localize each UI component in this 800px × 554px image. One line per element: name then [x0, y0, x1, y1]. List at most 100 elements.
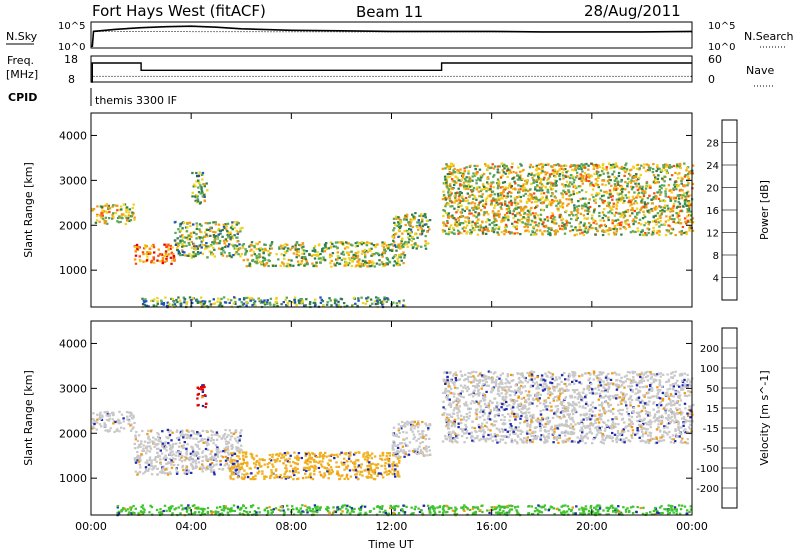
echo-cell — [372, 477, 376, 481]
freq-tick-18: 18 — [64, 53, 78, 66]
echo-cell — [638, 176, 641, 179]
echo-cell — [554, 233, 557, 236]
echo-cell — [387, 463, 390, 466]
echo-cell — [658, 189, 661, 192]
echo-cell — [218, 242, 221, 245]
echo-cell — [262, 250, 265, 253]
echo-cell — [657, 197, 661, 200]
echo-cell — [136, 450, 139, 454]
echo-cell — [448, 231, 452, 234]
echo-cell — [187, 435, 190, 438]
echo-cell — [625, 222, 628, 225]
echo-cell — [497, 213, 500, 216]
echo-cell — [607, 409, 611, 412]
echo-cell — [569, 418, 572, 421]
echo-cell — [422, 229, 425, 232]
echo-cell — [451, 205, 454, 208]
echo-cell — [250, 241, 254, 244]
echo-cell — [417, 423, 421, 426]
echo-cell — [220, 247, 223, 251]
echo-cell — [499, 186, 502, 189]
echo-cell — [442, 195, 446, 198]
echo-cell — [476, 220, 479, 223]
echo-cell — [627, 223, 630, 226]
echo-cell — [397, 229, 401, 232]
echo-cell — [504, 200, 507, 203]
echo-cell — [372, 244, 375, 247]
echo-cell — [147, 429, 150, 432]
echo-cell — [520, 164, 523, 167]
echo-cell — [423, 223, 427, 226]
echo-cell — [561, 218, 565, 221]
echo-cell — [209, 305, 212, 308]
echo-cell — [584, 209, 587, 212]
echo-cell — [222, 249, 225, 252]
echo-cell — [182, 436, 185, 439]
echo-cell — [177, 244, 181, 247]
echo-cell — [477, 228, 481, 231]
echo-cell — [116, 220, 119, 223]
echo-cell — [508, 230, 511, 234]
echo-cell — [229, 456, 233, 460]
echo-cell — [626, 185, 629, 188]
echo-cell — [139, 445, 142, 448]
echo-cell — [209, 468, 213, 471]
echo-cell — [392, 233, 396, 237]
echo-cell — [473, 205, 477, 208]
echo-cell — [103, 222, 106, 225]
echo-cell — [176, 301, 179, 304]
echo-cell — [373, 253, 376, 256]
echo-cell — [659, 220, 662, 223]
echo-cell — [580, 163, 583, 166]
echo-cell — [364, 256, 367, 259]
echo-cell — [187, 254, 191, 257]
echo-cell — [185, 449, 189, 453]
echo-cell — [671, 209, 675, 212]
echo-cell — [493, 224, 496, 227]
echo-cell — [351, 256, 355, 259]
echo-cell — [168, 444, 171, 447]
echo-cell — [630, 385, 634, 388]
echo-cell — [588, 198, 591, 201]
echo-cell — [294, 469, 298, 472]
echo-cell — [284, 464, 288, 467]
echo-cell — [112, 420, 116, 423]
echo-cell — [136, 439, 140, 443]
echo-cell — [622, 216, 625, 219]
echo-cell — [313, 469, 316, 473]
echo-cell — [633, 191, 636, 194]
echo-cell — [161, 259, 164, 262]
echo-cell — [679, 410, 683, 413]
echo-cell — [196, 393, 199, 396]
echo-cell — [558, 169, 561, 172]
echo-cell — [666, 433, 669, 436]
echo-cell — [648, 168, 651, 171]
echo-cell — [245, 451, 248, 454]
echo-cell — [550, 195, 553, 198]
echo-cell — [320, 298, 323, 301]
echo-cell — [474, 214, 477, 218]
echo-cell — [209, 439, 213, 442]
echo-cell — [550, 204, 553, 207]
echo-cell — [448, 175, 452, 178]
echo-cell — [540, 168, 543, 172]
echo-cell — [664, 192, 667, 195]
echo-cell — [255, 256, 258, 260]
echo-cell — [345, 460, 349, 463]
echo-cell — [477, 204, 480, 207]
echo-cell — [598, 224, 601, 227]
echo-cell — [621, 188, 624, 191]
echo-cell — [195, 227, 199, 230]
echo-cell — [161, 262, 164, 265]
echo-cell — [116, 209, 119, 212]
echo-cell — [117, 221, 120, 224]
echo-cell — [471, 201, 474, 204]
echo-cell — [468, 185, 472, 188]
echo-cell — [136, 446, 140, 449]
echo-cell — [512, 216, 515, 220]
echo-cell — [526, 174, 530, 177]
echo-cell — [618, 222, 621, 225]
echo-cell — [576, 209, 579, 212]
echo-cell — [183, 301, 186, 304]
echo-cell — [495, 223, 498, 227]
